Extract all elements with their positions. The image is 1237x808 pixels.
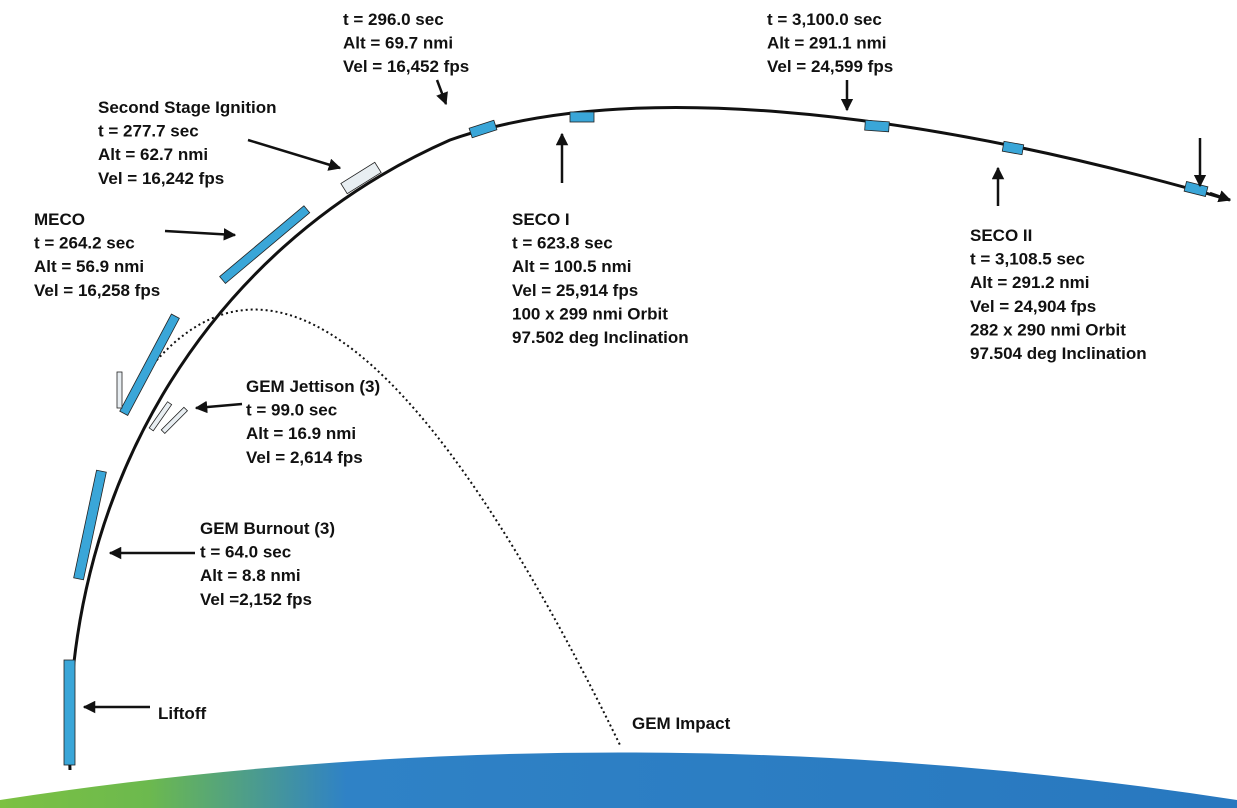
event-label: Vel = 16,258 fps xyxy=(34,281,160,300)
event-label: 97.502 deg Inclination xyxy=(512,328,689,347)
arrow xyxy=(435,79,448,106)
event-label: GEM Jettison (3) xyxy=(246,377,380,396)
event-label: Alt = 100.5 nmi xyxy=(512,257,632,276)
event-label: Alt = 291.1 nmi xyxy=(767,34,887,53)
event-label: GEM Impact xyxy=(632,714,731,733)
upper-stage xyxy=(468,119,498,139)
arrow xyxy=(1209,190,1232,203)
gem-booster xyxy=(160,406,189,435)
event-label: t = 623.8 sec xyxy=(512,234,613,253)
arrows xyxy=(82,79,1232,714)
upper-stage xyxy=(1183,181,1209,197)
event-label: 97.504 deg Inclination xyxy=(970,344,1147,363)
gem-impact-path xyxy=(149,308,621,746)
arrow xyxy=(247,138,342,171)
rocket xyxy=(219,205,311,284)
gem-booster xyxy=(148,401,173,432)
event-label: Vel = 24,904 fps xyxy=(970,297,1096,316)
rocket xyxy=(340,161,382,195)
event-label: Vel = 25,914 fps xyxy=(512,281,638,300)
event-label: MECO xyxy=(34,210,85,229)
event-label: Vel = 16,242 fps xyxy=(98,169,224,188)
upper-stage xyxy=(864,119,890,133)
event-label: Alt = 16.9 nmi xyxy=(246,424,356,443)
event-label: Vel = 16,452 fps xyxy=(343,57,469,76)
event-label: t = 277.7 sec xyxy=(98,122,199,141)
event-label: t = 64.0 sec xyxy=(200,543,291,562)
event-label: Alt = 56.9 nmi xyxy=(34,257,144,276)
rocket xyxy=(73,469,107,581)
rocket xyxy=(63,659,76,766)
event-label: 100 x 299 nmi Orbit xyxy=(512,304,668,323)
event-label: t = 296.0 sec xyxy=(343,10,444,29)
vehicles xyxy=(63,111,1209,766)
event-label: GEM Burnout (3) xyxy=(200,519,335,538)
upper-stage xyxy=(1001,140,1025,156)
labels: t = 296.0 sec Alt = 69.7 nmi Vel = 16,452 … xyxy=(34,10,1147,733)
event-label: Alt = 69.7 nmi xyxy=(343,34,453,53)
earth xyxy=(0,752,1237,808)
trajectory xyxy=(67,106,1231,771)
gem-booster xyxy=(116,371,123,409)
event-label: Alt = 62.7 nmi xyxy=(98,145,208,164)
arrow xyxy=(164,228,237,241)
event-label: t = 99.0 sec xyxy=(246,401,337,420)
event-label: t = 3,108.5 sec xyxy=(970,250,1085,269)
event-label: SECO I xyxy=(512,210,570,229)
arrow xyxy=(194,400,243,414)
rocket xyxy=(119,313,180,416)
event-label: SECO II xyxy=(970,226,1032,245)
upper-stage xyxy=(569,111,595,123)
event-label: Alt = 8.8 nmi xyxy=(200,566,301,585)
event-label: 282 x 290 nmi Orbit xyxy=(970,320,1126,339)
event-label: t = 3,100.0 sec xyxy=(767,10,882,29)
event-label: t = 264.2 sec xyxy=(34,234,135,253)
event-label: Vel =2,152 fps xyxy=(200,590,312,609)
event-label: Second Stage Ignition xyxy=(98,98,277,117)
event-label: Alt = 291.2 nmi xyxy=(970,273,1090,292)
event-label: Liftoff xyxy=(158,704,206,723)
event-label: Vel = 2,614 fps xyxy=(246,448,363,467)
event-label: Vel = 24,599 fps xyxy=(767,57,893,76)
